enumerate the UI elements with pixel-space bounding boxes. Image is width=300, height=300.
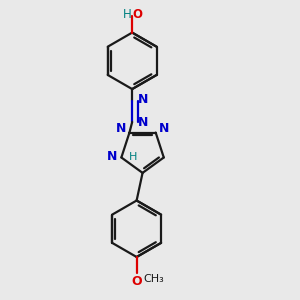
Text: O: O bbox=[131, 274, 142, 287]
Text: N: N bbox=[107, 150, 117, 164]
Text: N: N bbox=[116, 122, 126, 135]
Text: N: N bbox=[137, 93, 148, 106]
Text: CH₃: CH₃ bbox=[143, 274, 164, 284]
Text: N: N bbox=[137, 116, 148, 129]
Text: H: H bbox=[129, 152, 137, 162]
Text: O: O bbox=[132, 8, 142, 21]
Text: N: N bbox=[159, 122, 170, 135]
Text: H: H bbox=[122, 8, 131, 21]
